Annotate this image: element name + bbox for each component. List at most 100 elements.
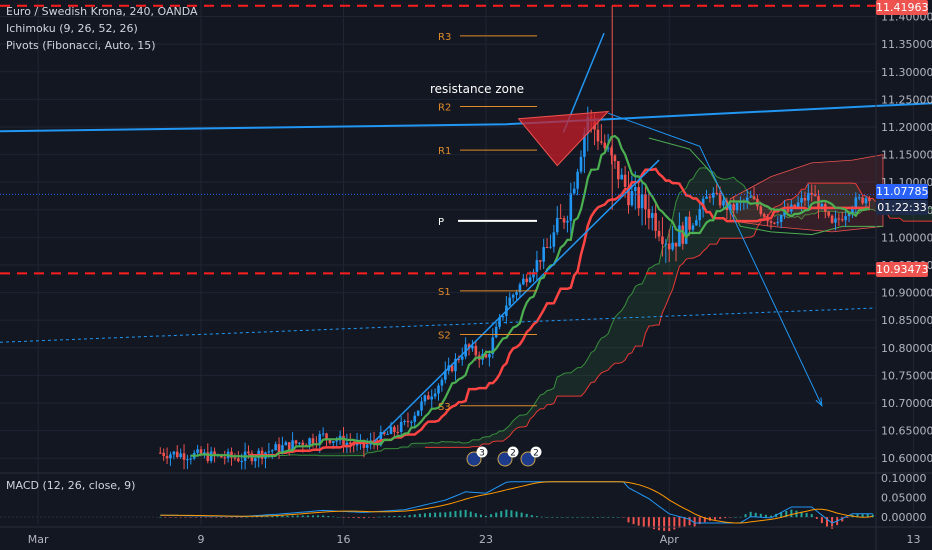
future-span [648,137,883,236]
candle-body [562,218,566,223]
candle-body [498,317,501,327]
y-tick-label: 11.00000 [881,231,932,244]
candle-body [617,161,620,180]
candle-body [647,209,651,218]
candle-body [844,216,847,221]
candle-body [813,194,817,197]
macd-histogram-bar [663,517,666,531]
candle-body [420,401,423,411]
pivot-S1-label: S1 [438,287,451,298]
candle-body [627,186,630,206]
event-count-label: 3 [479,449,485,459]
macd-histogram-bar [683,517,686,527]
macd-histogram-bar [602,517,605,518]
candle-body [752,196,756,199]
macd-histogram-bar [510,510,513,518]
candle-body [769,221,773,223]
candle-body [600,141,603,143]
candle-body [722,200,725,206]
candle-body [253,457,257,462]
candle-body [807,192,810,201]
event-count-bubble[interactable] [476,446,488,458]
candle-body [165,456,169,459]
candle-body [650,213,654,218]
macd-histogram-bar [291,515,294,518]
macd-histogram-bar [301,515,304,518]
candle-body [393,426,396,432]
candle-body [399,421,403,433]
candle-body [528,277,532,283]
macd-histogram-bar [485,515,487,518]
candle-body [837,218,841,220]
event-flag-icon[interactable] [497,451,513,467]
candle-body [715,192,719,194]
macd-histogram-bar [820,517,823,524]
candle-body [413,415,417,422]
candle-body [433,393,437,397]
macd-histogram-bar [647,517,650,528]
candle-body [620,174,624,180]
rising-trendline [373,159,660,443]
candle-body [488,353,491,358]
candle-body [776,222,780,224]
indicator-lines [190,134,870,458]
macd-histogram-bar [617,517,620,518]
candle-body [637,187,640,209]
pivot-P-label: P [438,217,444,228]
x-tick-label: 23 [479,533,493,546]
pivot-S3-label: S3 [438,402,451,413]
pivots-legend[interactable]: Pivots (Fibonacci, Auto, 15) [6,39,156,52]
symbol-title[interactable]: Euro / Swedish Krona, 240, OANDA [6,5,198,18]
candle-body [501,315,505,318]
macd-legend[interactable]: MACD (12, 26, close, 9) [6,479,136,492]
macd-histogram-bar [276,515,279,518]
candle-body [379,432,383,446]
candle-body [525,278,529,283]
candle-body [603,142,607,149]
macd-histogram-bar [240,517,243,518]
tenkan-line [190,134,870,458]
candle-body [732,204,735,211]
candle-body [240,460,244,462]
candle-body [667,243,671,250]
candle-body [213,451,216,456]
event-count-bubble[interactable] [507,446,519,458]
candle-body [511,294,515,298]
candle-body [861,197,864,204]
candle-body [430,396,434,400]
macd-histogram-bar [266,516,269,518]
candle-body [654,213,657,231]
macd-histogram-bar [418,513,421,518]
macd-histogram-bar [515,511,518,518]
macd-histogram-bar [235,517,238,518]
candle-body [596,129,600,142]
ichimoku-legend[interactable]: Ichimoku (9, 26, 52, 26) [6,22,138,35]
event-flag-icon[interactable] [466,451,482,467]
event-count-bubble[interactable] [530,446,542,458]
event-flag-icon[interactable] [520,451,536,467]
candle-body [318,434,322,444]
candle-body [175,451,179,458]
macd-histogram-bar [423,513,426,518]
macd-histogram-bar [296,515,299,518]
macd-histogram-bar [714,517,717,520]
candle-body [247,451,250,454]
candle-body [762,214,766,217]
macd-histogram-bar [271,515,274,518]
macd-histogram-bar [306,515,309,518]
macd-histogram-bar [327,516,330,518]
candle-body [671,242,674,250]
candle-body [695,220,698,226]
macd-histogram-bar [856,514,859,518]
macd-histogram-bar [673,517,676,530]
drawings: 3 2 2 [0,4,932,467]
macd-histogram-bar [220,517,223,518]
candle-body [786,209,790,212]
projection-arrowhead [815,397,823,408]
candle-body [688,216,691,230]
candle-body [718,193,722,206]
candle-body [830,215,834,223]
macd-histogram-bar [764,514,767,518]
candle-body [779,215,783,223]
candle-body [735,202,739,211]
